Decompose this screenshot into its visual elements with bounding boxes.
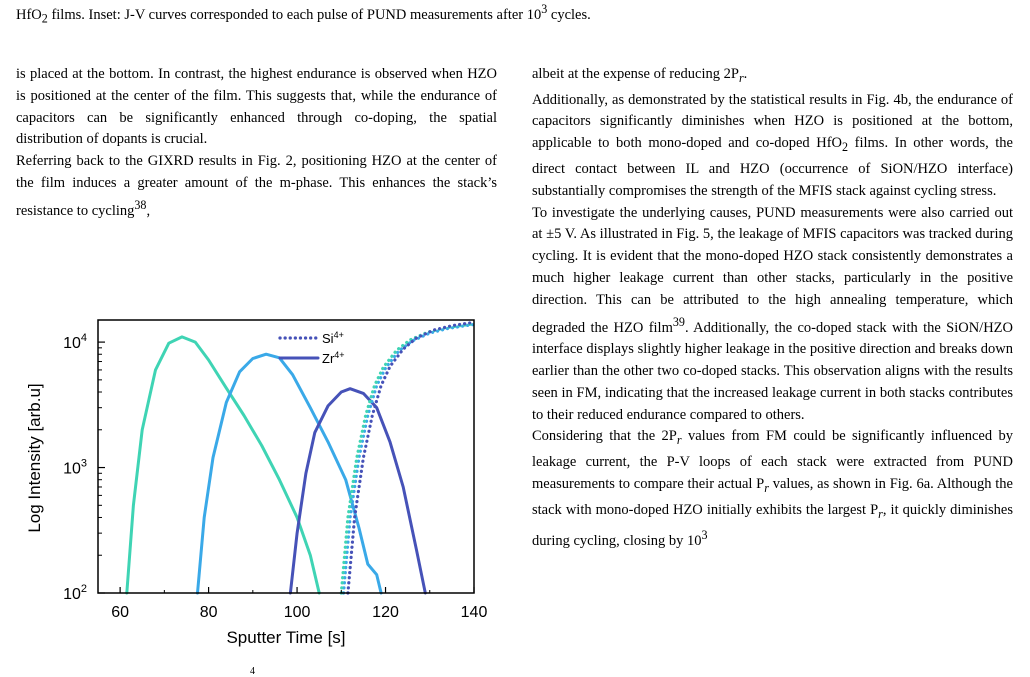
- left-paragraph-1: is placed at the bottom. In contrast, th…: [16, 66, 497, 148]
- legend-label-zr: Zr4+: [322, 350, 345, 366]
- x-tick-label: 60: [111, 604, 129, 621]
- sims-depth-profile-chart: 60 80 100 120 140 102 103 104 Si4+ Zr4+ Sputter …: [0, 312, 500, 674]
- chart-svg: 60 80 100 120 140 102 103 104 Si4+ Zr4+ Sputter …: [25, 319, 488, 647]
- series-si-line-5: [339, 322, 476, 595]
- right-paragraph-3: To investigate the underlying causes, PU…: [532, 204, 1013, 423]
- right-paragraph-4: Considering that the 2Pr values from FM …: [532, 428, 1013, 550]
- right-paragraph-2: Additionally, as demonstrated by the sta…: [532, 91, 1013, 199]
- series-zr-line-2: [196, 352, 383, 595]
- series-zr-line-1: [125, 335, 321, 595]
- figure-caption: HfO2 films. Inset: J-V curves correspond…: [16, 2, 591, 26]
- x-axis-label: Sputter Time [s]: [226, 628, 345, 647]
- legend: Si4+ Zr4+: [278, 330, 345, 366]
- plot-frame: [97, 319, 475, 594]
- right-column: albeit at the expense of reducing 2Pr. A…: [532, 64, 1013, 674]
- bottom-fragment: 4: [250, 666, 255, 677]
- x-tick-label: 140: [461, 604, 488, 621]
- y-tick-label: 102: [63, 583, 87, 603]
- series-si-line-4: [341, 322, 476, 595]
- left-paragraph-2: Referring back to the GIXRD results in F…: [16, 153, 497, 219]
- x-tick-label: 100: [284, 604, 311, 621]
- y-tick-label: 103: [63, 458, 87, 478]
- series-si-line-6: [346, 320, 476, 595]
- y-axis-label: Log Intensity [arb.u]: [25, 383, 44, 532]
- right-paragraph-1: albeit at the expense of reducing 2Pr.: [532, 66, 748, 85]
- y-tick-label: 104: [63, 332, 87, 352]
- left-column: is placed at the bottom. In contrast, th…: [16, 64, 497, 222]
- series-zr-line-3: [288, 387, 427, 595]
- legend-label-si: Si4+: [322, 330, 344, 346]
- x-tick-label: 80: [200, 604, 218, 621]
- x-tick-label: 120: [372, 604, 399, 621]
